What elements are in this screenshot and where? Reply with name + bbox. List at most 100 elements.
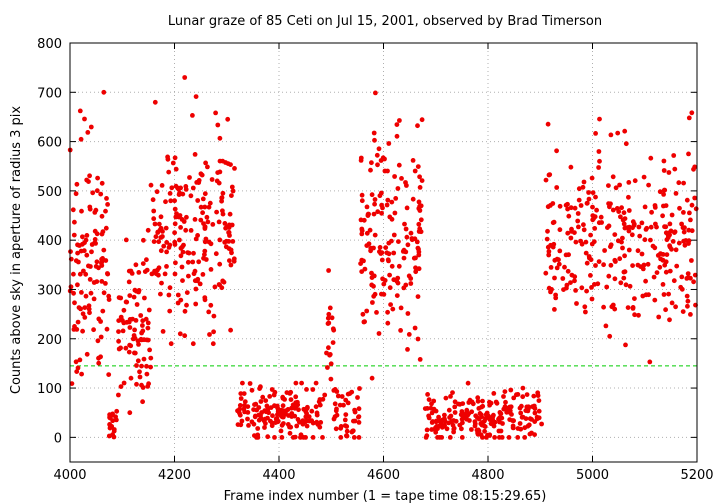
data-point (99, 279, 105, 284)
data-point (80, 311, 86, 317)
data-point (369, 270, 374, 276)
data-point (581, 179, 587, 185)
data-point (661, 192, 666, 197)
data-point (459, 416, 465, 422)
data-point (118, 314, 124, 320)
data-point (289, 405, 294, 411)
data-point (364, 230, 370, 236)
data-point (87, 310, 92, 316)
data-point (123, 237, 129, 243)
data-point (90, 190, 96, 196)
data-point (590, 213, 596, 219)
data-point (597, 158, 602, 164)
data-point (575, 211, 581, 216)
data-point (389, 238, 394, 244)
data-point (674, 263, 680, 269)
data-point (648, 155, 654, 161)
data-point (316, 399, 322, 405)
data-point (661, 158, 667, 164)
data-point (228, 262, 234, 268)
data-point (652, 297, 658, 303)
data-point (544, 236, 550, 242)
data-point (229, 250, 234, 256)
data-point (88, 264, 93, 269)
data-point (251, 407, 256, 412)
data-point (579, 285, 585, 291)
data-point (214, 178, 220, 184)
data-point (154, 189, 160, 195)
data-point (613, 259, 618, 264)
data-point (82, 305, 88, 310)
data-point (237, 403, 243, 408)
data-point (615, 130, 621, 136)
data-point (136, 288, 142, 293)
data-point (632, 296, 637, 301)
data-point (612, 276, 618, 282)
data-point (208, 267, 214, 272)
data-point (238, 396, 244, 401)
data-point (105, 271, 110, 276)
data-point (106, 297, 112, 302)
data-point (99, 259, 105, 265)
data-point (318, 420, 324, 425)
data-point (366, 241, 372, 247)
data-point (642, 204, 648, 210)
data-point (151, 216, 157, 222)
data-point (660, 252, 666, 257)
data-point (188, 193, 194, 199)
data-point (601, 304, 606, 310)
data-point (589, 285, 594, 290)
data-point (134, 363, 139, 368)
data-point (128, 268, 134, 274)
data-point (300, 421, 306, 427)
data-point (200, 272, 206, 277)
data-point (320, 435, 325, 440)
data-point (190, 113, 195, 118)
data-point (610, 207, 616, 213)
data-point (368, 167, 373, 173)
data-point (163, 199, 168, 205)
data-point (75, 250, 80, 256)
data-point (164, 264, 169, 269)
data-point (580, 184, 586, 190)
data-point (230, 239, 236, 244)
y-tick-label: 400 (37, 234, 62, 249)
data-point (357, 386, 362, 391)
data-point (197, 281, 203, 287)
data-point (140, 385, 146, 390)
data-point (417, 174, 422, 180)
data-point (101, 89, 107, 95)
data-point (283, 408, 288, 414)
data-point (401, 255, 407, 261)
data-point (599, 220, 604, 225)
data-point (608, 132, 614, 138)
data-point (526, 422, 532, 428)
data-point (206, 204, 212, 210)
data-point (606, 183, 611, 189)
data-point (227, 222, 232, 228)
data-point (180, 278, 185, 283)
data-point (219, 195, 225, 201)
data-point (515, 392, 521, 397)
data-point (177, 237, 182, 243)
y-tick-label: 100 (37, 382, 62, 397)
data-point (106, 433, 112, 439)
data-point (576, 197, 582, 203)
data-point (288, 424, 294, 430)
data-point (132, 327, 138, 333)
data-point (371, 130, 377, 136)
data-point (626, 180, 632, 185)
data-point (379, 202, 384, 208)
data-point (617, 182, 622, 188)
data-point (177, 213, 183, 218)
data-point (145, 320, 151, 326)
data-point (159, 183, 165, 188)
data-point (575, 218, 581, 224)
data-point (429, 420, 435, 425)
data-point (77, 108, 83, 114)
data-point (295, 399, 300, 405)
data-point (388, 302, 393, 307)
data-point (313, 380, 319, 386)
data-point (341, 402, 346, 408)
data-point (503, 399, 508, 405)
